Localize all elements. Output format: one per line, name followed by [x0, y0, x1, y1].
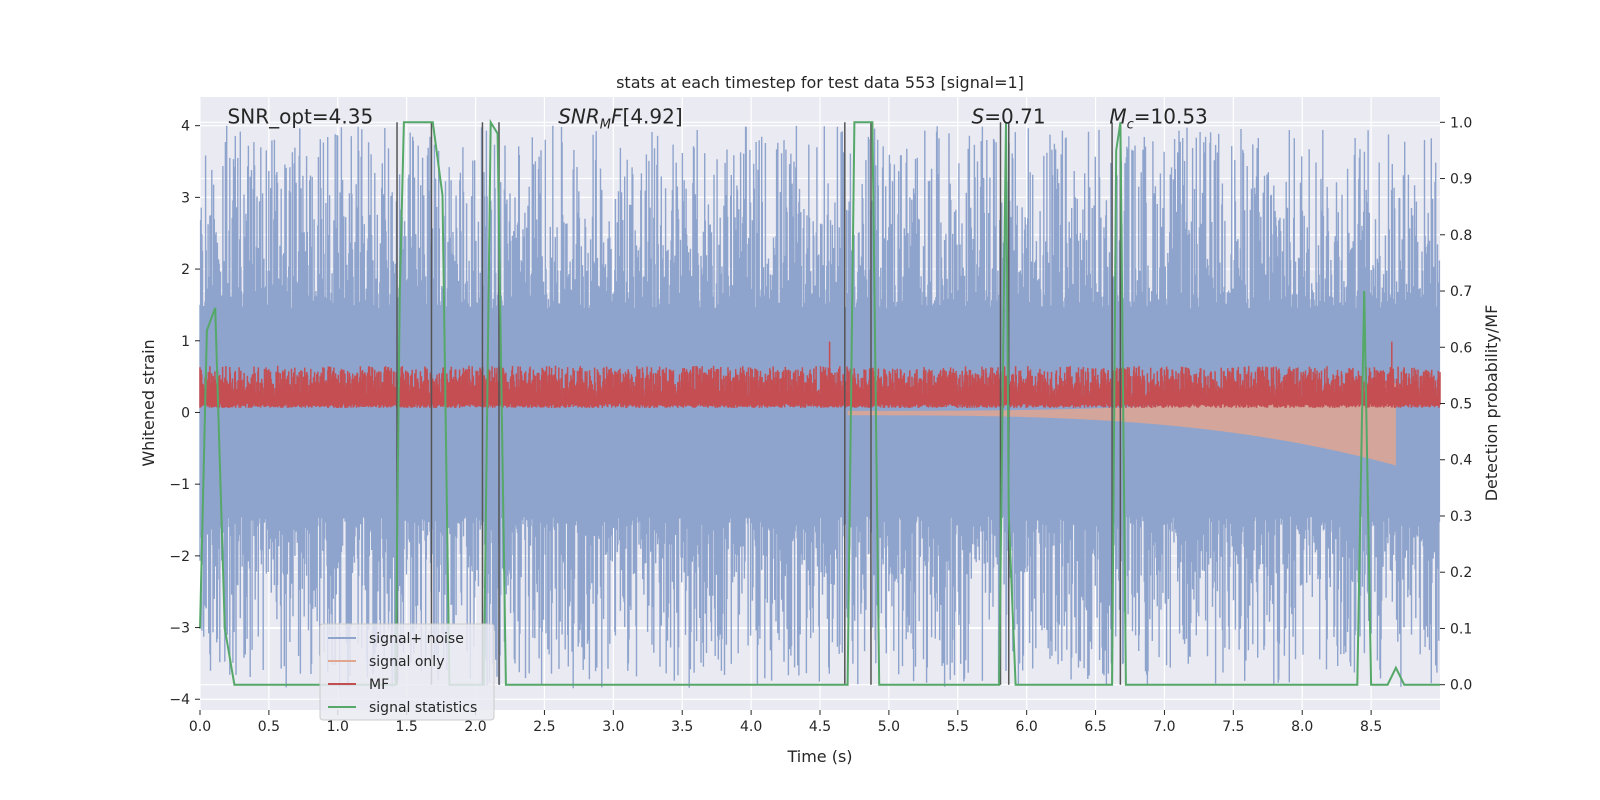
snr-mf-symbol: SNR: [558, 105, 600, 129]
x-tick-label-2: 1.0: [327, 719, 349, 735]
y2-tick-label-9: 0.9: [1450, 172, 1472, 188]
y2-tick-label-4: 0.4: [1450, 453, 1472, 469]
x-tick-label-4: 2.0: [464, 719, 486, 735]
x-tick-label-16: 8.0: [1291, 719, 1313, 735]
annotations: SNR_opt=4.35 SNRMF[4.92] S=0.71 Mc=10.53: [228, 105, 1208, 133]
annotation-spin: S=0.71: [972, 105, 1046, 129]
x-tick-label-1: 0.5: [258, 719, 280, 735]
legend-box: [319, 623, 495, 721]
y-tick-label-7: 3: [181, 190, 190, 206]
y-tick-label-2: −2: [169, 549, 190, 565]
y2-tick-label-10: 1.0: [1450, 115, 1472, 131]
signal-statistics-line: [199, 118, 1440, 686]
x-tick-label-12: 6.0: [1016, 719, 1038, 735]
annotation-snr-mf: SNRMF[4.92]: [558, 105, 682, 133]
y2-tick-label-7: 0.7: [1450, 284, 1472, 300]
x-tick-label-0: 0.0: [189, 719, 211, 735]
y2-tick-label-6: 0.6: [1450, 340, 1472, 356]
x-tick-label-5: 2.5: [533, 719, 555, 735]
x-tick-label-11: 5.5: [947, 719, 969, 735]
legend-label-signal-statistics: signal statistics: [369, 700, 477, 716]
chirp-mass-subscript: c: [1127, 118, 1134, 133]
noise-spikes: [199, 125, 1441, 689]
x-axis-ticks: 0.0 0.5 1.0 1.5 2.0 2.5 3.0 3.5 4.0 4.5 5.0 5.5 6.0 6…: [189, 710, 1382, 735]
x-tick-label-7: 3.5: [671, 719, 693, 735]
y-tick-label-3: −1: [169, 477, 190, 493]
signal-statistics-series: [199, 118, 1440, 686]
mf-series: [199, 341, 1441, 408]
x-tick-label-8: 4.0: [740, 719, 762, 735]
y-tick-label-8: 4: [181, 119, 190, 135]
annotation-snr-opt-text: SNR_opt=4.35: [228, 105, 374, 129]
y2-axis-ticks: 0.0 0.1 0.2 0.3 0.4 0.5 0.6 0.7 0.8 0.9 1.0: [1440, 115, 1472, 694]
x-tick-label-10: 5.0: [878, 719, 900, 735]
chirp-mass-symbol: M: [1109, 105, 1126, 129]
y-tick-label-4: 0: [181, 405, 190, 421]
y-axis-ticks: −4 −3 −2 −1 0 1 2 3 4: [169, 119, 200, 708]
spin-symbol: S: [972, 105, 985, 129]
chart-title: stats at each timestep for test data 553…: [616, 73, 1024, 92]
y2-tick-label-8: 0.8: [1450, 228, 1472, 244]
y-tick-label-6: 2: [181, 262, 190, 278]
annotation-chirp-mass-text: =10.53: [1134, 105, 1208, 129]
y2-tick-label-5: 0.5: [1450, 397, 1472, 413]
x-tick-label-15: 7.5: [1222, 719, 1244, 735]
x-tick-label-17: 8.5: [1360, 719, 1382, 735]
y-tick-label-0: −4: [169, 692, 190, 708]
y-tick-label-5: 1: [181, 334, 190, 350]
x-tick-label-3: 1.5: [396, 719, 418, 735]
snr-mf-symbol-f: F: [611, 105, 623, 129]
x-tick-label-14: 7.0: [1153, 719, 1175, 735]
y2-tick-label-2: 0.2: [1450, 565, 1472, 581]
annotation-chirp-mass: Mc=10.53: [1109, 105, 1207, 133]
y2-tick-label-0: 0.0: [1450, 678, 1472, 694]
annotation-snr-mf-text: [4.92]: [623, 105, 683, 129]
y2-axis-label: Detection probability/MF: [1482, 305, 1501, 502]
y2-tick-label-3: 0.3: [1450, 509, 1472, 525]
legend-label-signal-only: signal only: [369, 654, 444, 670]
snr-mf-subscript: M: [600, 118, 611, 133]
x-tick-label-6: 3.0: [602, 719, 624, 735]
legend-label-signal-noise: signal+ noise: [369, 631, 464, 647]
y-tick-label-1: −3: [169, 621, 190, 637]
legend-label-mf: MF: [369, 677, 389, 693]
y2-tick-label-1: 0.1: [1450, 621, 1472, 637]
mf-trace: [199, 341, 1441, 408]
y-axis-label: Whitened strain: [139, 339, 158, 466]
x-tick-label-13: 6.5: [1084, 719, 1106, 735]
annotation-snr-opt: SNR_opt=4.35: [228, 105, 374, 129]
annotation-spin-text: =0.71: [984, 105, 1045, 129]
x-axis-label: Time (s): [786, 747, 852, 766]
x-tick-label-9: 4.5: [809, 719, 831, 735]
legend: signal+ noise signal only MF signal stat…: [319, 623, 495, 721]
